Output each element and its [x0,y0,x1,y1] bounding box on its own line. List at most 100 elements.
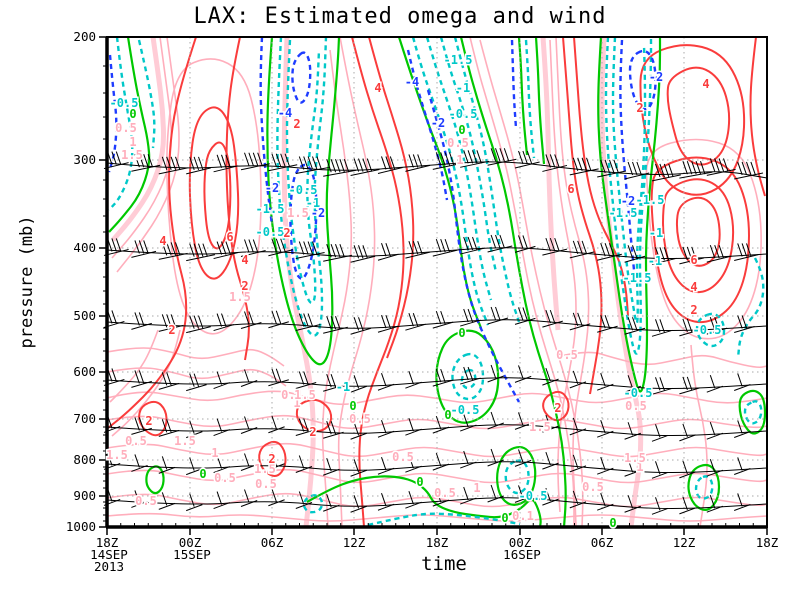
barb-feather [111,310,117,324]
barb-feather [326,374,332,388]
barb-staff [624,432,641,440]
contour-label: -4 [405,75,419,89]
barb-feather [444,152,451,166]
barb-feather [682,376,688,391]
barb-feather [518,365,524,379]
barb-staff [624,385,641,393]
barb-feather [353,317,360,331]
contour-label: 1.5 [624,451,646,465]
barb-feather [627,317,634,331]
contour-label: 1.5 [287,206,309,220]
barb-staff [186,326,211,334]
contour-label: -1.5 [444,53,473,67]
barb-feather [737,420,743,434]
barb-feather [358,317,364,331]
barb-feather [463,486,469,501]
barb-staff [323,254,353,262]
barb-feather [353,375,360,389]
barb-staff [706,385,724,393]
contour-line [690,344,708,527]
contour-label: 6 [226,230,233,244]
barb-feather [330,421,337,435]
barb-feather [545,487,551,502]
barb-feather [572,240,579,255]
contour-label: 1.5 [106,448,128,462]
chart-title: LAX: Estimated omega and wind [193,4,607,29]
barb-feather [244,489,250,503]
contour-line [107,390,767,406]
barb-feather [275,368,282,382]
contour-label: 4 [702,77,709,91]
barb-feather [572,454,579,469]
barb-feather [463,308,469,323]
barb-feather [518,307,524,321]
barb-feather [353,422,360,436]
barb-feather [216,491,223,505]
contour-label: 0 [416,475,423,489]
barb-feather [476,150,482,164]
barb-feather [244,369,250,383]
barb-staff [624,505,641,513]
x-tick-label: 12Z [673,535,696,550]
barb-staff [240,380,258,387]
barb-feather [408,491,414,505]
barb-feather [600,493,606,507]
barb-staff [377,383,395,391]
barb-feather [326,458,332,472]
barb-feather [718,158,725,172]
contour-line [510,39,518,129]
barb-feather [307,156,314,170]
barb-feather [307,241,314,255]
barb-feather [668,163,674,178]
barb-staff [158,252,188,260]
barb-feather [499,234,505,249]
barb-staff [487,459,504,467]
contour-label: 0.5 [255,477,277,491]
contour-line [469,37,575,527]
barb-staff [679,329,700,337]
contour-label: 1 [293,396,300,410]
barb-feather [202,243,208,257]
barb-feather [709,317,716,331]
contour-line [650,156,751,324]
barb-feather [408,418,414,432]
barb-feather [700,160,706,175]
barb-feather [303,241,309,255]
barb-staff [186,254,216,262]
barb-staff [487,495,504,503]
barb-feather [221,241,227,255]
y-tick-label: 700 [73,411,96,426]
barb-staff [323,431,344,439]
barb-staff [131,380,152,388]
barb-feather [709,375,716,389]
barb-feather [161,372,168,386]
barb-staff [213,252,239,260]
barb-staff [542,462,559,470]
contour-line [479,39,584,527]
contour-label: 0.5 [582,480,604,494]
contour-label: -1 [306,196,320,210]
barb-staff [597,170,627,178]
barb-feather [655,461,661,475]
barb-feather [709,495,716,509]
contour-label: 2 [309,425,316,439]
barb-feather [280,153,286,167]
contour-label: 6 [690,253,697,267]
barb-feather [193,373,200,387]
barb-feather [691,160,697,175]
contour-label: 4 [159,234,166,248]
barb-feather [225,154,231,168]
barb-feather [554,237,560,252]
contour-line [108,37,151,233]
barb-feather [714,245,720,259]
wind-barbs [103,148,768,515]
barb-feather [467,150,474,164]
barb-staff [651,507,669,515]
contour-label: 1.5 [294,388,316,402]
barb-feather [549,309,556,324]
barb-staff [240,322,262,329]
barb-staff [268,321,289,329]
barb-feather [244,311,250,325]
barb-staff [734,384,751,391]
barb-staff [624,327,646,335]
